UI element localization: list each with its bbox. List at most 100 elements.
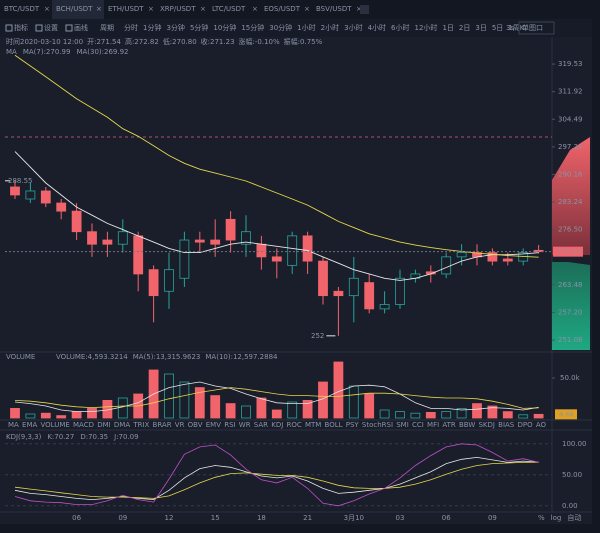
period-button[interactable]: 分时: [124, 23, 138, 32]
period-button[interactable]: 1分钟: [143, 23, 161, 32]
period-button[interactable]: 5分钟: [190, 23, 208, 32]
period-button[interactable]: 10分钟: [213, 23, 236, 32]
last-volume-label: 4.6k: [559, 410, 575, 418]
indicator-tab[interactable]: PSY: [346, 421, 360, 429]
tab[interactable]: LTC/USDT: [212, 5, 246, 13]
indicator-tab[interactable]: DMI: [97, 421, 111, 429]
add-tab[interactable]: [360, 5, 369, 14]
tab-bar: [0, 0, 592, 19]
tab[interactable]: BCH/USDT: [56, 5, 93, 13]
candle-body: [302, 235, 313, 262]
y-tick-label: 304.49: [558, 115, 583, 123]
axis-control[interactable]: log: [551, 514, 562, 522]
layout-box: [518, 21, 555, 35]
tab-close[interactable]: ×: [356, 5, 362, 13]
indicator-tab[interactable]: ROC: [286, 421, 301, 429]
layout-button[interactable]: 单图口: [522, 23, 543, 32]
indicator-tab[interactable]: AO: [536, 421, 547, 429]
indicator-tab[interactable]: BOLL: [325, 421, 343, 429]
candle-body: [256, 243, 267, 258]
indicator-tab[interactable]: MTM: [305, 421, 321, 429]
indicator-tab[interactable]: MFI: [427, 421, 439, 429]
indicator-tab[interactable]: KDJ: [271, 421, 283, 429]
legend-entry: MA(5):13,315.9623: [133, 353, 201, 361]
period-button[interactable]: 1日: [442, 24, 453, 32]
tab[interactable]: EOS/USDT: [264, 5, 301, 13]
candle-body: [133, 235, 144, 275]
tab-close[interactable]: ×: [200, 5, 206, 13]
volume-bar: [287, 401, 298, 419]
x-tick-label: 15: [211, 514, 220, 522]
volume-bar: [410, 412, 421, 419]
indicator-tab[interactable]: EMV: [206, 421, 221, 429]
y-tick-label: 50.0k: [560, 374, 581, 382]
axis-control[interactable]: %: [538, 514, 545, 522]
period-button[interactable]: 3小时: [344, 23, 362, 32]
volume-bar: [302, 399, 313, 419]
indicator-tab[interactable]: SKDJ: [478, 421, 495, 429]
period-button[interactable]: 1周K: [508, 24, 524, 32]
indicator-tab[interactable]: BIAS: [498, 421, 515, 429]
period-button[interactable]: 30分钟: [269, 23, 292, 32]
indicator-tab[interactable]: BBW: [459, 421, 475, 429]
period-button[interactable]: 6小时: [391, 23, 409, 32]
depth-bid: [552, 262, 590, 350]
period-button[interactable]: 2小时: [321, 23, 339, 32]
tab[interactable]: BTC/USDT: [4, 5, 40, 13]
kdj-line: [14, 461, 539, 499]
indicator-tab[interactable]: RSI: [224, 421, 235, 429]
indicator-tab[interactable]: EMA: [22, 421, 37, 429]
y-tick-label: 257.20: [558, 308, 583, 316]
indicator-tab[interactable]: CCI: [412, 421, 424, 429]
tab-close[interactable]: ×: [304, 5, 310, 13]
tab-close[interactable]: ×: [252, 5, 258, 13]
tab-close[interactable]: ×: [44, 5, 50, 13]
indicator-tab[interactable]: MA: [8, 421, 19, 429]
period-button[interactable]: 12小时: [415, 23, 438, 32]
tab-close[interactable]: ×: [148, 5, 154, 13]
indicator-tab[interactable]: WR: [239, 421, 251, 429]
period-button[interactable]: 1小时: [297, 23, 315, 32]
tab[interactable]: ETH/USDT: [108, 5, 144, 13]
tab[interactable]: XRP/USDT: [160, 5, 196, 13]
period-button[interactable]: 15分钟: [241, 23, 264, 32]
indicator-tab[interactable]: ATR: [442, 421, 456, 429]
indicator-tab[interactable]: SMI: [396, 421, 409, 429]
period-button[interactable]: 5日: [492, 24, 503, 32]
indicator-tab[interactable]: OBV: [188, 421, 203, 429]
y-tick-label: 0.00: [562, 502, 578, 510]
tab-close[interactable]: ×: [96, 5, 102, 13]
indicator-tab[interactable]: SAR: [254, 421, 268, 429]
indicator-tab[interactable]: BRAR: [153, 421, 172, 429]
tool-button[interactable]: 指标: [14, 23, 28, 32]
indicator-tab[interactable]: DMA: [114, 421, 130, 429]
volume-bar: [271, 409, 282, 419]
period-button[interactable]: 2日: [459, 24, 470, 32]
indicator-tab[interactable]: DPO: [517, 421, 533, 429]
candle-body: [10, 186, 20, 196]
legend-entry: J:70.09: [113, 433, 138, 441]
tool-button[interactable]: 设置: [44, 23, 58, 32]
volume-bar: [425, 411, 436, 419]
period-button[interactable]: 4小时: [368, 23, 386, 32]
indicator-tab[interactable]: VOLUME: [41, 421, 70, 429]
indicator-tab[interactable]: VR: [175, 421, 185, 429]
indicator-tab[interactable]: TRIX: [132, 421, 149, 429]
ohlc-info: 振幅:0.75%: [284, 37, 323, 46]
tab[interactable]: BSV/USDT: [316, 5, 352, 13]
candle-body: [25, 190, 36, 200]
volume-bar: [441, 411, 452, 419]
ohlc-info: 低:270.80: [163, 37, 197, 46]
y-tick-label: 276.50: [558, 226, 583, 234]
period-button[interactable]: 3日: [475, 24, 486, 32]
x-tick-label: 12: [165, 514, 174, 522]
legend-entry: MA(30):269.92: [76, 48, 128, 56]
indicator-tab[interactable]: MACD: [73, 421, 94, 429]
y-tick-label: 311.92: [558, 88, 583, 96]
indicator-tab[interactable]: StochRSI: [362, 421, 393, 429]
tool-button[interactable]: 画线: [74, 23, 88, 32]
axis-control[interactable]: 自动: [567, 513, 581, 522]
refresh[interactable]: 3s: [506, 24, 514, 32]
period-button[interactable]: 3分钟: [166, 23, 184, 32]
volume-bar: [487, 405, 498, 419]
